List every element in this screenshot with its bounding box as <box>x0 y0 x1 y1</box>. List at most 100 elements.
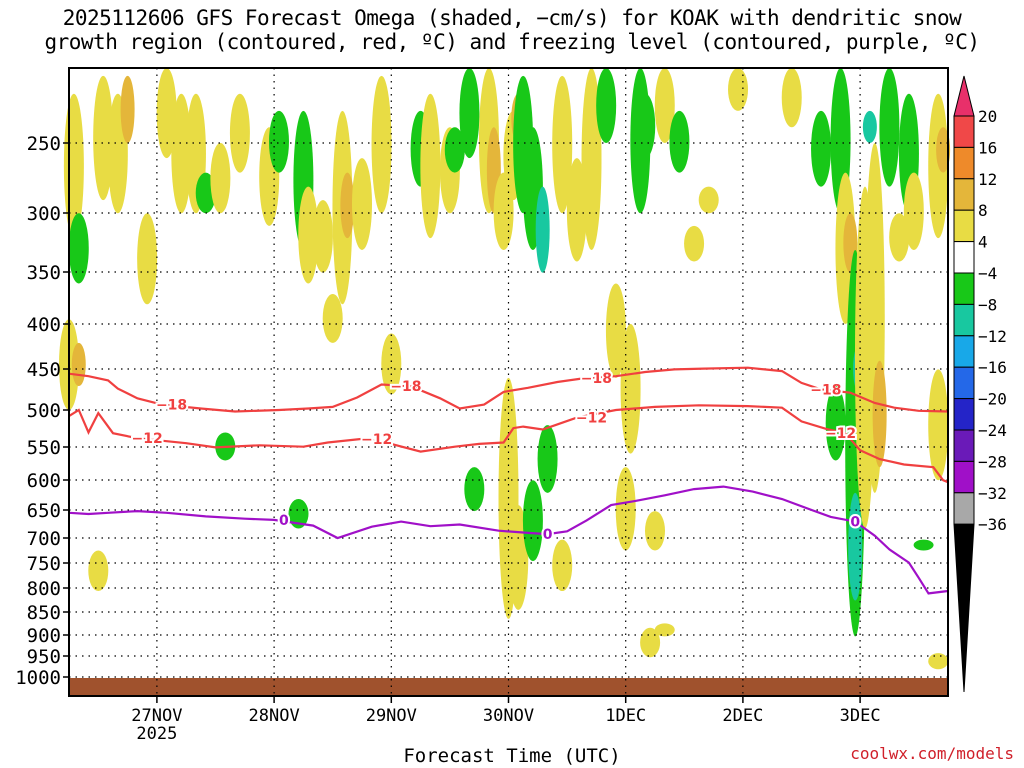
omega-shade-cell <box>210 143 231 214</box>
omega-shade-cell <box>728 68 749 111</box>
omega-shade-cell <box>552 75 573 214</box>
time-tick-label: 1DEC <box>605 706 646 726</box>
omega-shade-cell <box>298 186 319 284</box>
pressure-tick-label: 950 <box>27 646 61 668</box>
colorbar-swatch <box>953 115 975 148</box>
omega-shade-cell <box>605 283 626 378</box>
contour-label: −18 <box>810 382 841 398</box>
colorbar-swatch <box>953 209 975 243</box>
contour-label: −12 <box>825 426 856 442</box>
pressure-tick-label: 750 <box>27 553 61 575</box>
contour-label: −12 <box>361 432 392 448</box>
pressure-tick-label: 900 <box>27 625 61 647</box>
colorbar-label: −8 <box>978 295 997 314</box>
omega-shade-cell <box>156 68 177 159</box>
time-tick-label: 27NOV <box>131 706 182 726</box>
omega-shade-cell <box>137 213 158 305</box>
colorbar-label: 4 <box>978 233 988 252</box>
x-axis-label: Forecast Time (UTC) <box>403 745 621 767</box>
omega-shade-cell <box>928 653 949 670</box>
omega-shade-cell <box>459 68 480 159</box>
colorbar-swatch <box>953 429 975 462</box>
colorbar-arrow-bottom <box>953 523 975 693</box>
time-tick-label: 3DEC <box>840 706 881 726</box>
omega-shade-cell <box>635 93 656 159</box>
contour-label: −18 <box>390 379 421 395</box>
omega-shade-cell <box>464 467 485 512</box>
colorbar-label: 20 <box>978 107 997 126</box>
time-tick-year-label: 2025 <box>136 724 177 744</box>
site-credit: coolwx.com/models <box>850 744 1014 763</box>
colorbar-swatch <box>953 178 975 211</box>
time-tick-label: 29NOV <box>366 706 417 726</box>
time-tick-label: 2DEC <box>722 706 763 726</box>
colorbar-swatch <box>953 366 975 400</box>
pressure-tick-label: 700 <box>27 528 61 550</box>
omega-shade-cell <box>645 511 665 551</box>
omega-shade-cell <box>68 213 89 284</box>
omega-shade-cell <box>537 425 558 493</box>
omega-shade-cell <box>872 360 887 468</box>
colorbar-swatch <box>953 241 975 274</box>
omega-shade-cell <box>420 93 441 239</box>
contour-label: 0 <box>543 527 553 543</box>
omega-shade-cell <box>654 68 675 143</box>
omega-shade-cell <box>288 499 309 529</box>
omega-shade-cell <box>879 68 900 187</box>
chart-title-line-2: growth region (contoured, red, ºC) and f… <box>44 30 980 54</box>
colorbar-arrow-top <box>953 75 975 117</box>
omega-shade-cell <box>928 369 949 481</box>
contour-label: −18 <box>581 371 612 387</box>
omega-shade-cell <box>684 225 705 262</box>
omega-shade-cell <box>352 158 372 250</box>
pressure-tick-label: 300 <box>27 203 61 225</box>
omega-shade-cell <box>322 294 343 343</box>
contour-line <box>68 485 949 595</box>
omega-shade-cell <box>669 110 690 173</box>
contour-label: 0 <box>850 515 860 531</box>
omega-shade-cell <box>444 127 465 173</box>
colorbar-swatch <box>953 146 975 180</box>
time-tick-label: 28NOV <box>249 706 300 726</box>
contour-label: 0 <box>279 513 289 529</box>
omega-shade-cell <box>615 467 636 551</box>
colorbar-label: −16 <box>978 358 1007 377</box>
pressure-tick-label: 450 <box>27 359 61 381</box>
omega-shade-cell <box>654 623 675 637</box>
omega-shade-cell <box>889 213 910 262</box>
colorbar-label: −32 <box>978 484 1007 503</box>
omega-shade-cell <box>903 172 924 250</box>
omega-shade-cell <box>811 110 832 187</box>
omega-shade-cell <box>862 110 877 143</box>
time-tick-label: 30NOV <box>483 706 534 726</box>
colorbar-swatch <box>953 398 975 431</box>
pressure-tick-label: 1000 <box>15 667 61 689</box>
omega-shade-cell <box>848 492 863 601</box>
colorbar-label: 8 <box>978 201 988 220</box>
omega-shade-cell <box>535 186 550 273</box>
pressure-tick-label: 500 <box>27 400 61 422</box>
contour-label: −12 <box>132 431 163 447</box>
colorbar-label: −24 <box>978 421 1007 440</box>
omega-shade-cell <box>936 127 951 173</box>
pressure-tick-label: 600 <box>27 470 61 492</box>
colorbar-swatch <box>953 303 975 337</box>
colorbar-swatch <box>953 492 975 525</box>
omega-shade-cell <box>698 186 719 214</box>
colorbar-swatch <box>953 460 975 494</box>
omega-shade-cell <box>312 200 333 273</box>
omega-shade-cell <box>620 324 641 454</box>
pressure-tick-label: 350 <box>27 262 61 284</box>
chart-title-line-1: 2025112606 GFS Forecast Omega (shaded, −… <box>62 6 962 30</box>
omega-shade-cell <box>229 93 250 173</box>
omega-shade-cell <box>522 480 543 562</box>
omega-shade-cell <box>71 342 86 387</box>
colorbar-label: 16 <box>978 138 997 157</box>
colorbar-label: −4 <box>978 264 997 283</box>
pressure-tick-label: 850 <box>27 602 61 624</box>
omega-shade-cell <box>381 333 402 395</box>
colorbar-swatch <box>953 272 975 305</box>
colorbar-label: −28 <box>978 452 1007 471</box>
omega-shade-cell <box>120 75 135 143</box>
